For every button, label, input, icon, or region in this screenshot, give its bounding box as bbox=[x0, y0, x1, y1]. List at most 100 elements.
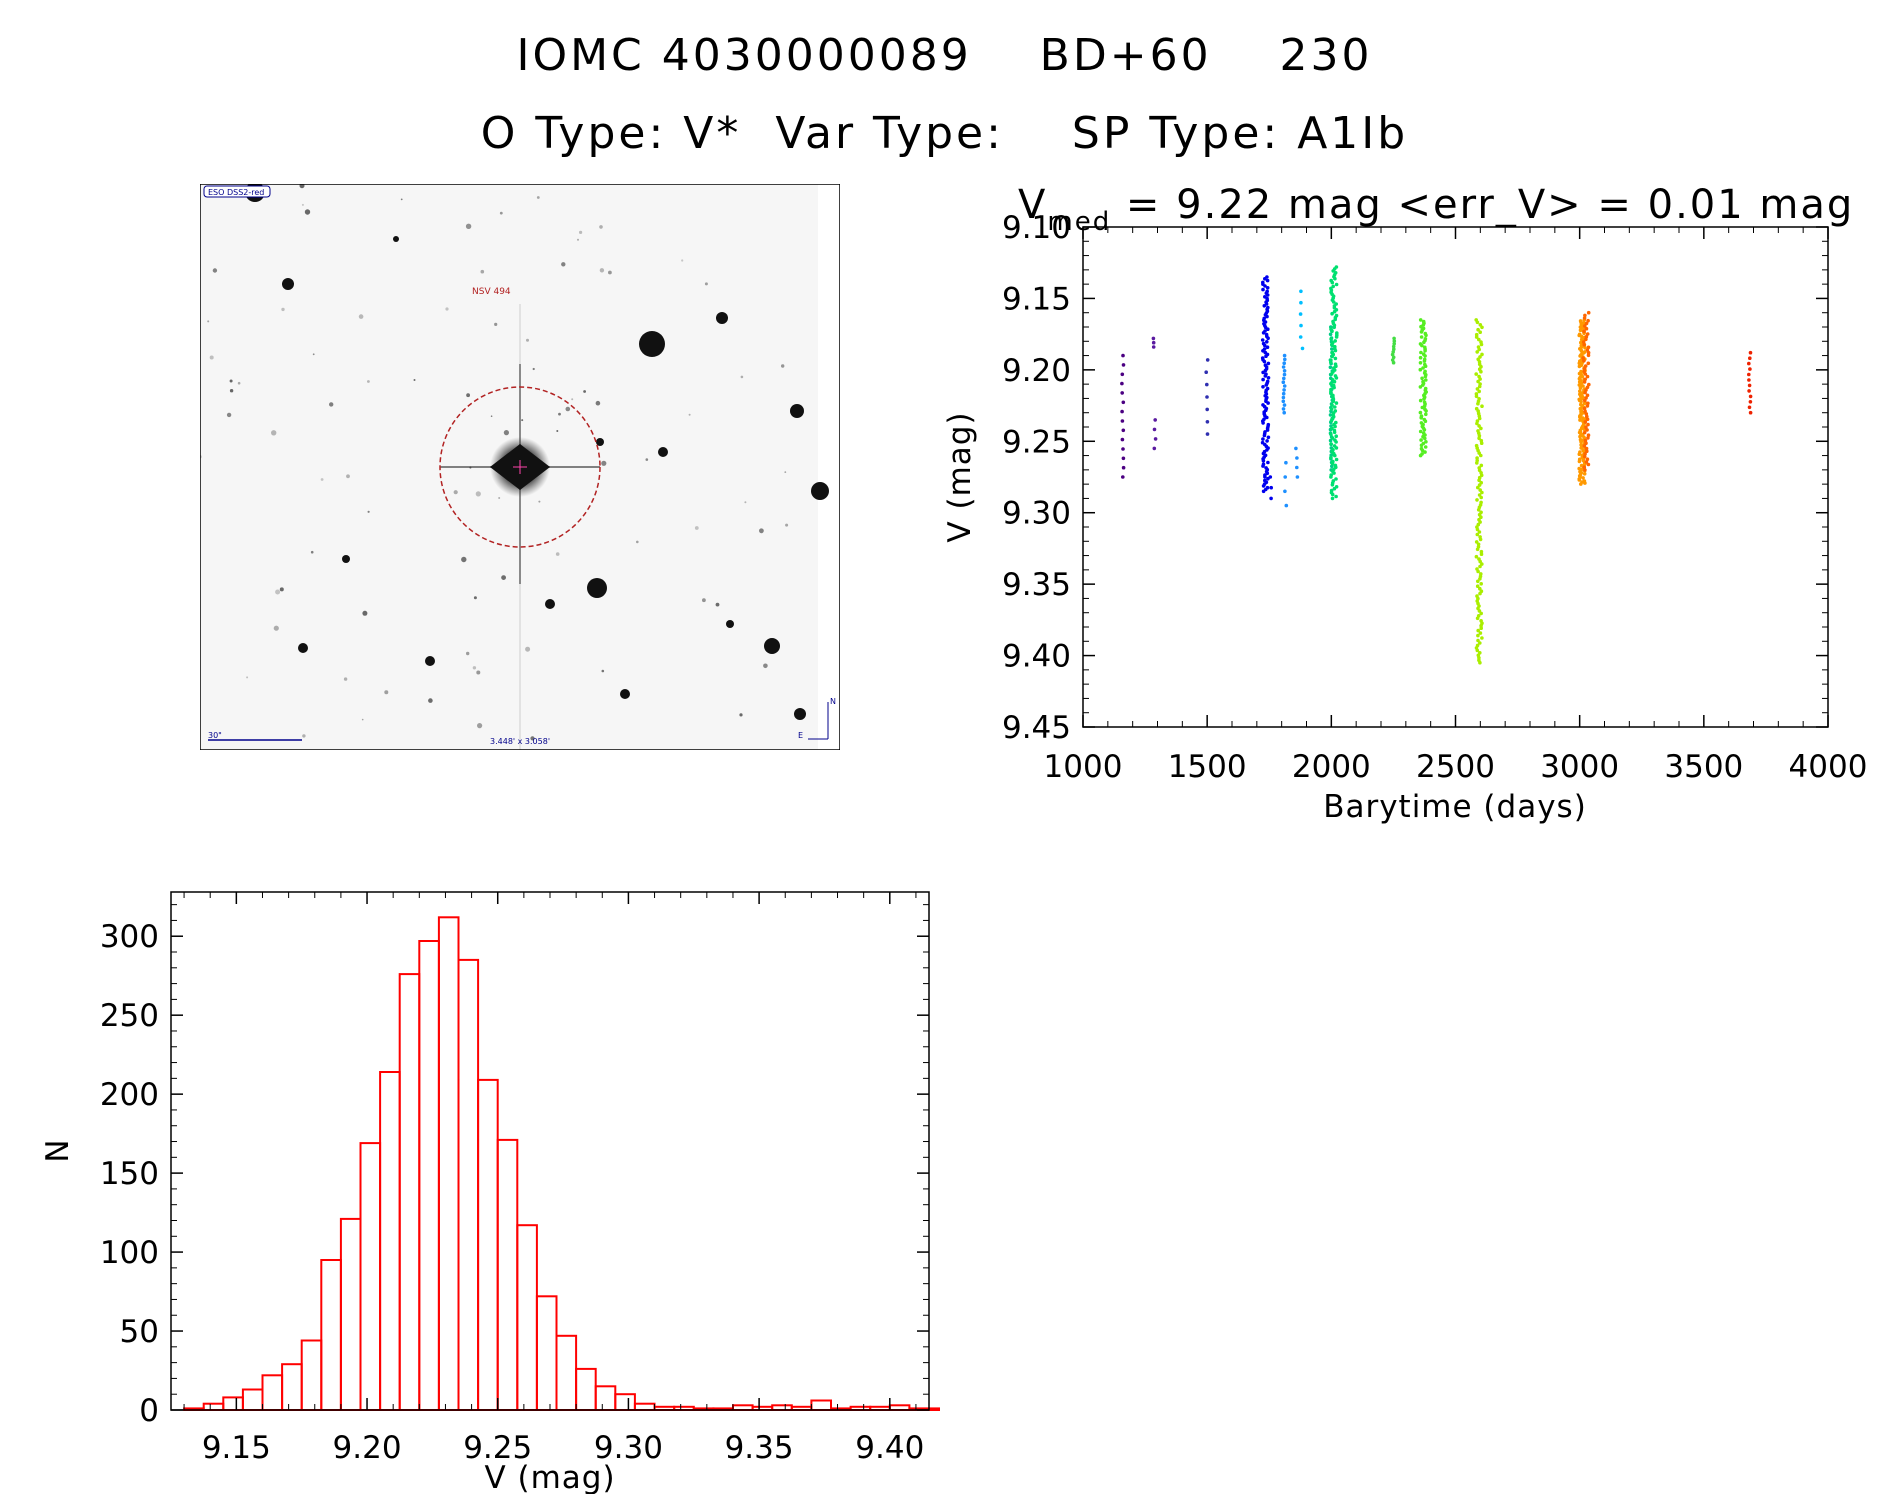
field-star bbox=[490, 415, 493, 417]
lc-point bbox=[1331, 269, 1335, 273]
lc-xlabel: Barytime (days) bbox=[1323, 789, 1587, 825]
lc-point bbox=[1332, 430, 1337, 435]
lc-point bbox=[1266, 376, 1271, 380]
lc-point bbox=[1332, 325, 1336, 330]
hist-bar bbox=[222, 1396, 244, 1412]
lc-point bbox=[1420, 343, 1424, 348]
lc-point bbox=[1580, 396, 1585, 401]
lc-point bbox=[1330, 492, 1335, 497]
lc-point bbox=[1261, 385, 1265, 389]
lc-point bbox=[1329, 455, 1333, 460]
field-star bbox=[472, 666, 477, 670]
field-star bbox=[658, 447, 668, 457]
lc-point bbox=[1748, 410, 1753, 415]
lc-point bbox=[1332, 471, 1336, 475]
histogram-chart: 9.15 9.20 9.25 9.30 9.35 9.40 0 50 100 150 200 250… bbox=[40, 891, 940, 1494]
field-star bbox=[498, 497, 501, 499]
lc-point bbox=[1582, 316, 1587, 320]
lc-point bbox=[1392, 339, 1397, 343]
lc-point bbox=[1333, 339, 1337, 343]
hist-bar bbox=[437, 916, 460, 1412]
field-star bbox=[596, 438, 604, 446]
lc-point bbox=[1476, 638, 1480, 643]
target-circle bbox=[439, 386, 601, 548]
lc-point bbox=[1582, 358, 1586, 363]
lc-point bbox=[1120, 419, 1125, 423]
lc-point bbox=[1479, 626, 1483, 630]
hist-bar bbox=[594, 1385, 617, 1411]
lc-point bbox=[1584, 326, 1589, 331]
field-star bbox=[229, 379, 233, 383]
chart-title-line2: O Type: V* Var Type: SP Type: A1Ib bbox=[480, 108, 1409, 159]
lc-point bbox=[1261, 464, 1265, 468]
hist-xtick-label: 9.20 bbox=[333, 1430, 402, 1466]
lc-point bbox=[1586, 361, 1591, 366]
lc-point bbox=[1585, 457, 1590, 462]
lc-point bbox=[1266, 460, 1270, 465]
lc-point bbox=[1475, 532, 1480, 537]
lc-point bbox=[1423, 445, 1428, 449]
lc-axes-frame bbox=[1082, 226, 1829, 728]
lc-point bbox=[1121, 428, 1126, 433]
lc-point bbox=[1474, 554, 1479, 559]
lc-point bbox=[1263, 475, 1267, 479]
lc-point bbox=[1390, 352, 1395, 357]
field-star bbox=[561, 262, 566, 267]
lc-point bbox=[1282, 372, 1287, 377]
lc-point bbox=[1422, 428, 1427, 432]
lc-y-ticks: 9.10 9.15 9.20 9.25 9.30 9.35 9.40 9.45 bbox=[1002, 210, 1828, 746]
lc-point bbox=[1585, 428, 1589, 432]
field-star bbox=[362, 610, 368, 616]
lc-point bbox=[1475, 320, 1480, 325]
lc-point bbox=[1479, 342, 1484, 347]
lc-point bbox=[1331, 300, 1336, 304]
hist-ytick-label: 200 bbox=[100, 1077, 159, 1113]
lc-point bbox=[1262, 359, 1267, 364]
hist-bar bbox=[418, 940, 440, 1411]
lc-point bbox=[1582, 342, 1586, 347]
hist-bar bbox=[202, 1402, 225, 1412]
lc-point bbox=[1583, 324, 1587, 328]
lc-point bbox=[1284, 460, 1288, 465]
field-star bbox=[358, 314, 364, 319]
lc-point bbox=[1281, 365, 1286, 369]
lc-point bbox=[1330, 280, 1335, 285]
lc-point bbox=[1476, 508, 1481, 512]
lc-point bbox=[1423, 354, 1427, 358]
hist-bar bbox=[496, 1138, 519, 1411]
lc-point bbox=[1281, 399, 1286, 404]
lc-point bbox=[1266, 336, 1270, 340]
lc-point bbox=[1586, 433, 1591, 438]
lc-point bbox=[1577, 364, 1582, 369]
lc-point bbox=[1334, 282, 1339, 287]
hist-xlabel: V (mag) bbox=[484, 1460, 615, 1494]
lc-point bbox=[1583, 398, 1587, 403]
lc-point bbox=[1329, 442, 1333, 446]
lc-point bbox=[1586, 350, 1591, 355]
lc-ylabel: V (mag) bbox=[942, 411, 978, 542]
lc-point bbox=[1390, 358, 1395, 362]
lc-point bbox=[1479, 463, 1484, 468]
lc-point bbox=[1577, 459, 1582, 464]
field-star bbox=[445, 307, 449, 311]
lc-point bbox=[1261, 331, 1266, 335]
lc-point bbox=[1262, 343, 1267, 348]
field-star bbox=[346, 474, 350, 479]
lc-point bbox=[1582, 472, 1587, 476]
lc-point bbox=[1330, 426, 1334, 431]
lc-point bbox=[1333, 348, 1338, 353]
lc-point bbox=[1205, 407, 1209, 412]
lc-point bbox=[1420, 405, 1425, 410]
field-star bbox=[466, 651, 470, 656]
lc-point bbox=[1424, 440, 1428, 444]
lc-point bbox=[1418, 453, 1423, 458]
lc-point bbox=[1120, 409, 1124, 414]
lc-point bbox=[1477, 389, 1481, 394]
lc-point bbox=[1748, 350, 1753, 355]
field-star bbox=[453, 490, 458, 495]
field-star bbox=[480, 269, 485, 274]
lc-point bbox=[1328, 365, 1333, 370]
lc-point bbox=[1583, 481, 1587, 485]
lc-point bbox=[1333, 356, 1338, 361]
lc-point bbox=[1479, 611, 1483, 616]
